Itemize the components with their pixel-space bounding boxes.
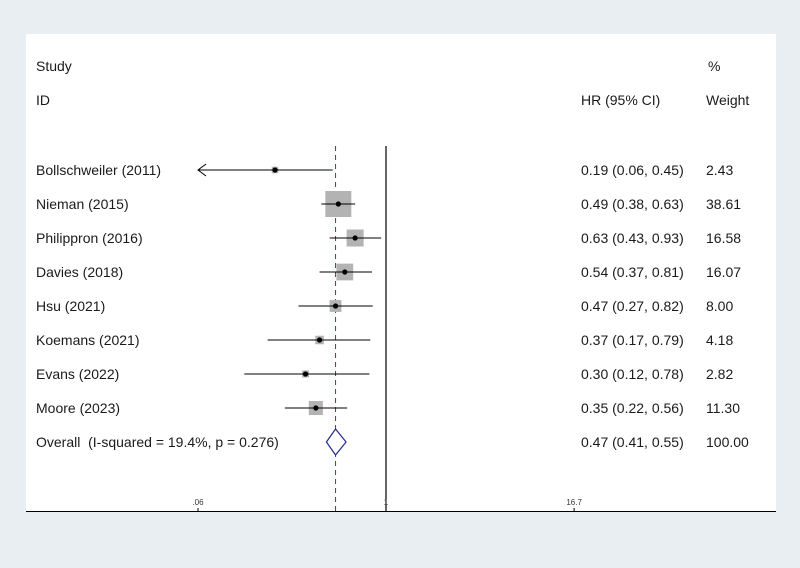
study-label: Evans (2022) xyxy=(36,366,120,382)
study-weight: 8.00 xyxy=(706,298,734,314)
study-hr-ci: 0.37 (0.17, 0.79) xyxy=(581,332,684,348)
point-estimate xyxy=(272,167,278,173)
x-tick-label: 16.7 xyxy=(566,498,582,507)
x-tick-label: .06 xyxy=(192,498,204,507)
overall-diamond xyxy=(325,428,347,456)
study-weight: 11.30 xyxy=(706,400,740,416)
point-estimate xyxy=(332,303,339,309)
header-id: ID xyxy=(36,92,50,108)
study-label: Philippron (2016) xyxy=(36,230,143,246)
point-estimate xyxy=(352,235,358,241)
study-hr-ci: 0.54 (0.37, 0.81) xyxy=(581,264,684,280)
study-hr-ci: 0.47 (0.27, 0.82) xyxy=(581,298,684,314)
point-estimate xyxy=(302,371,309,377)
x-tick-label: 1 xyxy=(383,498,389,507)
overall-hr-ci: 0.47 (0.41, 0.55) xyxy=(581,434,684,450)
study-hr-ci: 0.19 (0.06, 0.45) xyxy=(581,162,684,178)
study-weight: 16.07 xyxy=(706,264,742,280)
study-label: Nieman (2015) xyxy=(36,196,129,212)
point-estimate xyxy=(316,337,323,343)
forest-plot-svg xyxy=(26,146,776,512)
header-weight: Weight xyxy=(706,92,750,108)
point-estimate xyxy=(335,201,341,207)
overall-weight: 100.00 xyxy=(706,434,749,450)
study-label: Hsu (2021) xyxy=(36,298,106,314)
point-estimate xyxy=(342,269,348,275)
study-label: Bollschweiler (2011) xyxy=(36,162,162,178)
study-weight: 2.43 xyxy=(706,162,734,178)
study-weight: 16.58 xyxy=(706,230,742,246)
study-hr-ci: 0.63 (0.43, 0.93) xyxy=(581,230,684,246)
header-hr-ci: HR (95% CI) xyxy=(581,92,661,108)
study-weight: 4.18 xyxy=(706,332,734,348)
study-weight: 38.61 xyxy=(706,196,742,212)
point-estimate xyxy=(313,405,319,411)
header-percent: % xyxy=(708,58,721,74)
overall-label: Overall (I-squared = 19.4%, p = 0.276) xyxy=(36,434,279,450)
forest-plot-panel: Study ID % HR (95% CI) Weight Bollschwei… xyxy=(26,34,776,512)
study-label: Davies (2018) xyxy=(36,264,124,280)
study-label: Koemans (2021) xyxy=(36,332,140,348)
study-label: Moore (2023) xyxy=(36,400,121,416)
ci-arrow xyxy=(197,163,207,177)
study-hr-ci: 0.35 (0.22, 0.56) xyxy=(581,400,684,416)
header-study: Study xyxy=(36,58,72,74)
study-hr-ci: 0.49 (0.38, 0.63) xyxy=(581,196,684,212)
study-weight: 2.82 xyxy=(706,366,734,382)
study-hr-ci: 0.30 (0.12, 0.78) xyxy=(581,366,684,382)
